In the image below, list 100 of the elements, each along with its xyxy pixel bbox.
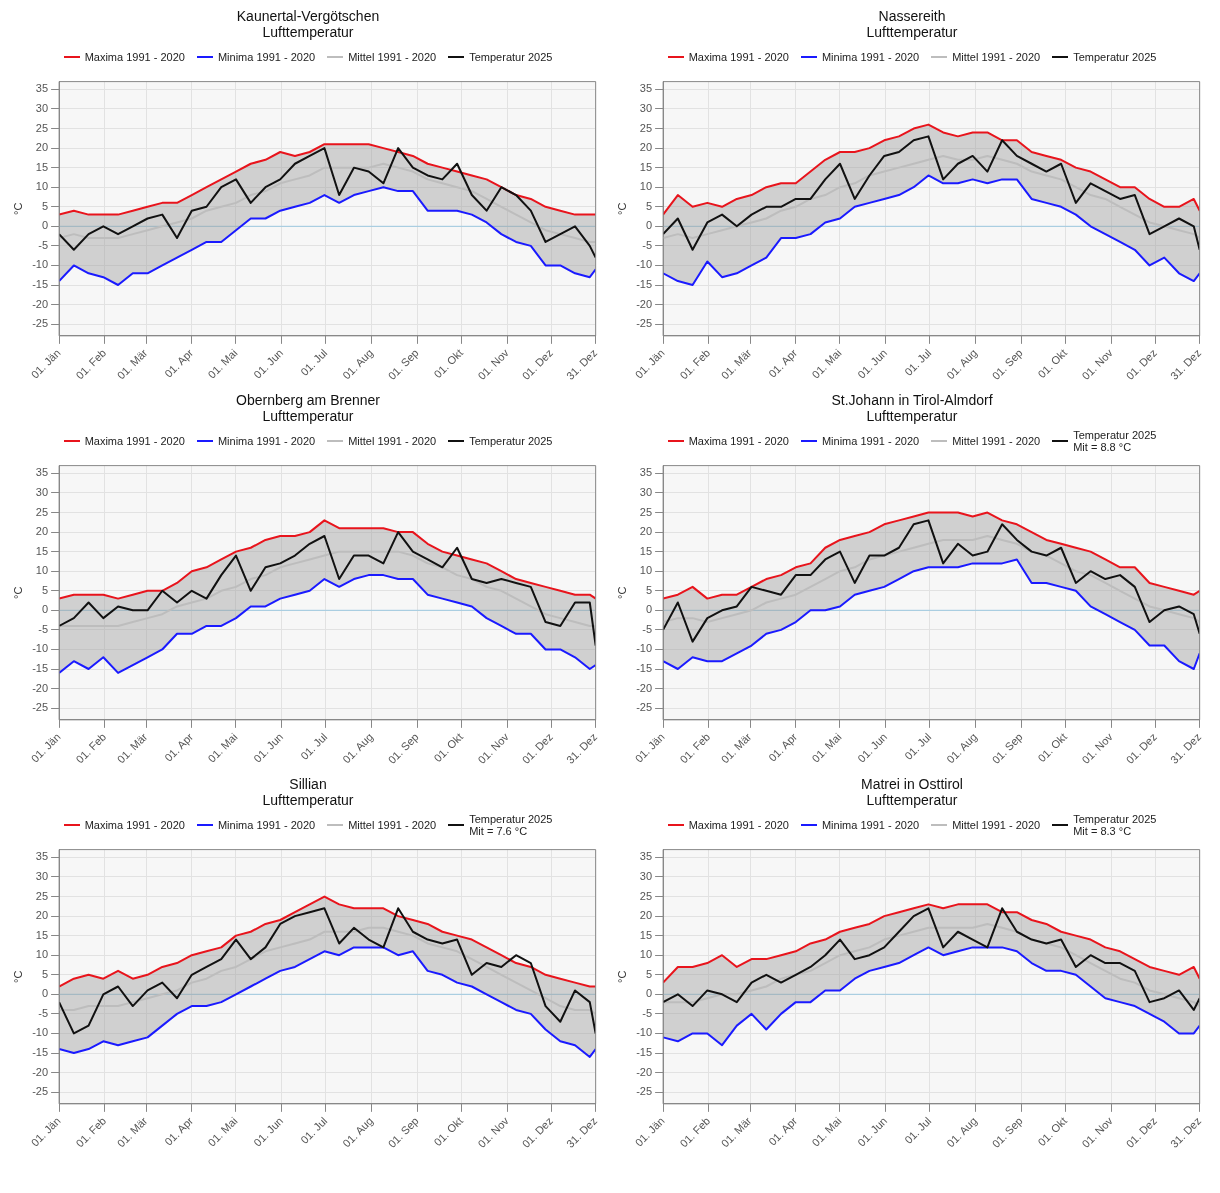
x-tick-label: 01. Mai <box>809 346 844 381</box>
y-tick-label: 30 <box>35 486 49 499</box>
y-tick-label: 0 <box>645 603 653 616</box>
x-tick-label: 01. Jän <box>632 1114 667 1149</box>
x-tick-label: 01. Jän <box>28 1114 63 1149</box>
legend-label: Minima 1991 - 2020 <box>821 819 920 831</box>
y-tick-label: -25 <box>636 1085 653 1098</box>
y-tick-label: 5 <box>41 199 49 212</box>
x-tick-label: 01. Jun <box>251 1114 286 1149</box>
x-tick-label: 01. Feb <box>677 346 713 382</box>
x-tick-label: 01. Aug <box>944 730 980 766</box>
y-tick-label: 20 <box>35 141 49 154</box>
x-tick-label: 31. Dez <box>1167 346 1204 382</box>
y-tick-label: 20 <box>639 909 653 922</box>
x-tick-label: 01. Mai <box>205 346 240 381</box>
x-tick-label: 01. Aug <box>340 1114 376 1150</box>
y-tick-label: 25 <box>35 121 49 134</box>
x-tick-label: 01. Apr <box>766 346 800 380</box>
y-tick-label: 15 <box>35 544 49 557</box>
x-tick-label: 01. Nov <box>1079 1114 1116 1150</box>
y-tick-label: 15 <box>35 160 49 173</box>
legend-label: Minima 1991 - 2020 <box>821 435 920 447</box>
legend-label: Maxima 1991 - 2020 <box>688 435 789 447</box>
x-tick-label: 01. Sep <box>385 346 421 382</box>
x-tick-label: 01. Nov <box>475 730 512 766</box>
y-tick-label: -5 <box>38 622 49 635</box>
x-tick-label: 01. Okt <box>1035 730 1070 765</box>
x-tick-label: 01. Mär <box>114 1114 150 1150</box>
x-tick-label: 01. Nov <box>1079 346 1116 382</box>
y-tick-label: -15 <box>32 278 49 291</box>
y-tick-label: 35 <box>35 466 49 479</box>
x-tick-label: 01. Dez <box>1123 1114 1159 1150</box>
y-tick-label: -5 <box>642 1006 653 1019</box>
x-tick-label: 01. Aug <box>340 730 376 766</box>
x-tick-label: 01. Okt <box>431 1114 466 1149</box>
legend-label: Temperatur 2025 Mit = 8.8 °C <box>1073 429 1157 453</box>
x-tick-label: 01. Jän <box>28 730 63 765</box>
y-tick-label: -20 <box>32 1065 49 1078</box>
y-tick-label: 10 <box>639 564 653 577</box>
y-axis-title: °C <box>11 586 24 599</box>
x-tick-label: 01. Jun <box>855 1114 890 1149</box>
y-tick-label: 0 <box>41 603 49 616</box>
x-tick-label: 01. Jul <box>298 730 330 762</box>
y-axis-title: °C <box>11 970 24 983</box>
x-tick-label: 01. Nov <box>1079 730 1116 766</box>
chart-title: Nassereith <box>877 8 947 24</box>
x-tick-label: 01. Jul <box>902 730 934 762</box>
x-tick-label: 01. Jul <box>902 346 934 378</box>
y-tick-label: -5 <box>642 622 653 635</box>
y-tick-label: 10 <box>35 948 49 961</box>
y-tick-label: 25 <box>639 505 653 518</box>
y-tick-label: -20 <box>636 1065 653 1078</box>
x-tick-label: 01. Apr <box>162 346 196 380</box>
x-tick-label: 31. Dez <box>1167 1114 1204 1150</box>
x-tick-label: 01. Nov <box>475 346 512 382</box>
y-tick-label: -5 <box>38 238 49 251</box>
chart-subtitle: Lufttemperatur <box>261 408 355 424</box>
legend-label: Maxima 1991 - 2020 <box>84 51 185 63</box>
y-tick-label: 0 <box>645 987 653 1000</box>
legend-label: Minima 1991 - 2020 <box>821 51 920 63</box>
chart-title: Matrei in Osttirol <box>860 776 964 792</box>
y-tick-label: -25 <box>32 1085 49 1098</box>
y-tick-label: 30 <box>639 486 653 499</box>
legend-label: Temperatur 2025 Mit = 7.6 °C <box>469 813 553 837</box>
y-tick-label: -5 <box>38 1006 49 1019</box>
y-tick-label: -10 <box>32 258 49 271</box>
y-tick-label: -10 <box>32 1026 49 1039</box>
y-tick-label: 5 <box>645 583 653 596</box>
legend-label: Minima 1991 - 2020 <box>217 435 316 447</box>
y-tick-label: 15 <box>639 160 653 173</box>
y-tick-label: -15 <box>32 1046 49 1059</box>
legend-label: Mittel 1991 - 2020 <box>952 819 1041 831</box>
chart-title: Kaunertal-Vergötschen <box>235 8 381 24</box>
x-tick-label: 01. Apr <box>162 1114 196 1148</box>
y-tick-label: -15 <box>636 662 653 675</box>
legend-label: Mittel 1991 - 2020 <box>952 51 1041 63</box>
legend-label: Mittel 1991 - 2020 <box>348 51 437 63</box>
chart-subtitle: Lufttemperatur <box>865 792 959 808</box>
x-tick-label: 01. Feb <box>73 730 109 766</box>
x-tick-label: 01. Jul <box>902 1114 934 1146</box>
x-tick-label: 01. Dez <box>519 346 555 382</box>
y-tick-label: 0 <box>41 219 49 232</box>
y-tick-label: -15 <box>636 1046 653 1059</box>
y-tick-label: 25 <box>35 889 49 902</box>
x-tick-label: 01. Mai <box>809 1114 844 1149</box>
y-tick-label: -20 <box>636 297 653 310</box>
y-tick-label: 10 <box>35 180 49 193</box>
x-tick-label: 31. Dez <box>563 1114 600 1150</box>
legend-label: Temperatur 2025 <box>469 51 553 63</box>
chart-subtitle: Lufttemperatur <box>865 24 959 40</box>
chart-title: Obernberg am Brenner <box>235 392 381 408</box>
y-tick-label: 5 <box>645 967 653 980</box>
x-tick-label: 01. Nov <box>475 1114 512 1150</box>
legend-label: Minima 1991 - 2020 <box>217 51 316 63</box>
legend-label: Mittel 1991 - 2020 <box>952 435 1041 447</box>
y-tick-label: -10 <box>636 258 653 271</box>
y-tick-label: 30 <box>35 870 49 883</box>
y-tick-label: 20 <box>35 909 49 922</box>
y-tick-label: 15 <box>639 928 653 941</box>
y-tick-label: 10 <box>639 180 653 193</box>
